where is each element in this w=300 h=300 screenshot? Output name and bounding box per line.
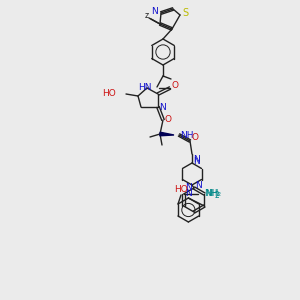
Text: O: O — [172, 82, 178, 91]
Text: N: N — [152, 7, 158, 16]
Text: HO: HO — [174, 184, 188, 194]
Text: HN: HN — [139, 83, 152, 92]
Text: N: N — [193, 155, 200, 164]
Text: z: z — [145, 11, 149, 20]
Text: HO: HO — [102, 88, 116, 98]
Text: NH: NH — [206, 190, 219, 199]
Text: NH₂: NH₂ — [205, 190, 222, 199]
Text: N: N — [185, 190, 192, 199]
Text: N: N — [184, 184, 191, 193]
Text: O: O — [191, 134, 199, 142]
Text: 2: 2 — [214, 191, 219, 200]
Polygon shape — [160, 132, 174, 136]
Text: N: N — [194, 157, 200, 166]
Text: O: O — [164, 116, 172, 124]
Text: N: N — [196, 181, 202, 190]
Text: NH: NH — [180, 130, 194, 140]
Text: S: S — [182, 8, 188, 18]
Text: N: N — [160, 103, 167, 112]
